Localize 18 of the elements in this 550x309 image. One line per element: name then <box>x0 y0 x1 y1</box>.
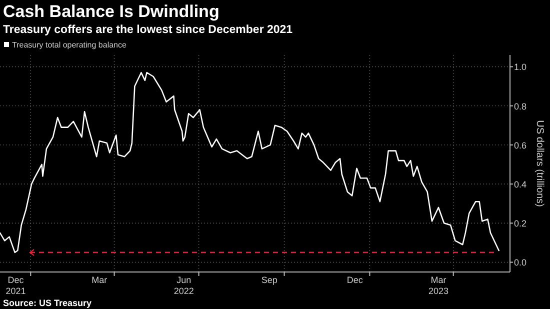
source-note: Source: US Treasury <box>3 298 92 308</box>
chart-subtitle: Treasury coffers are the lowest since December 2021 <box>3 24 294 36</box>
x-tick-label: Dec <box>346 275 364 285</box>
y-tick-label: 1.0 <box>514 62 527 72</box>
y-tick-label: 0.0 <box>514 258 527 268</box>
y-tick-label: 0.4 <box>514 180 527 190</box>
x-tick-label: Mar 2023 <box>428 275 448 296</box>
x-tick-label: Dec 2021 <box>6 275 26 296</box>
y-axis-title: US dollars (trillions) <box>534 120 545 207</box>
y-tick-label: 0.8 <box>514 101 527 112</box>
legend-label: Treasury total operating balance <box>12 40 127 50</box>
line-series <box>0 72 500 254</box>
x-tick-label: Jun 2022 <box>174 275 194 296</box>
y-tick-label: 0.6 <box>514 140 527 150</box>
x-tick-label: Mar <box>92 275 108 285</box>
x-tick-label: Sep <box>261 275 278 285</box>
chart-title: Cash Balance Is Dwindling <box>3 2 220 21</box>
y-tick-label: 0.2 <box>514 218 527 229</box>
